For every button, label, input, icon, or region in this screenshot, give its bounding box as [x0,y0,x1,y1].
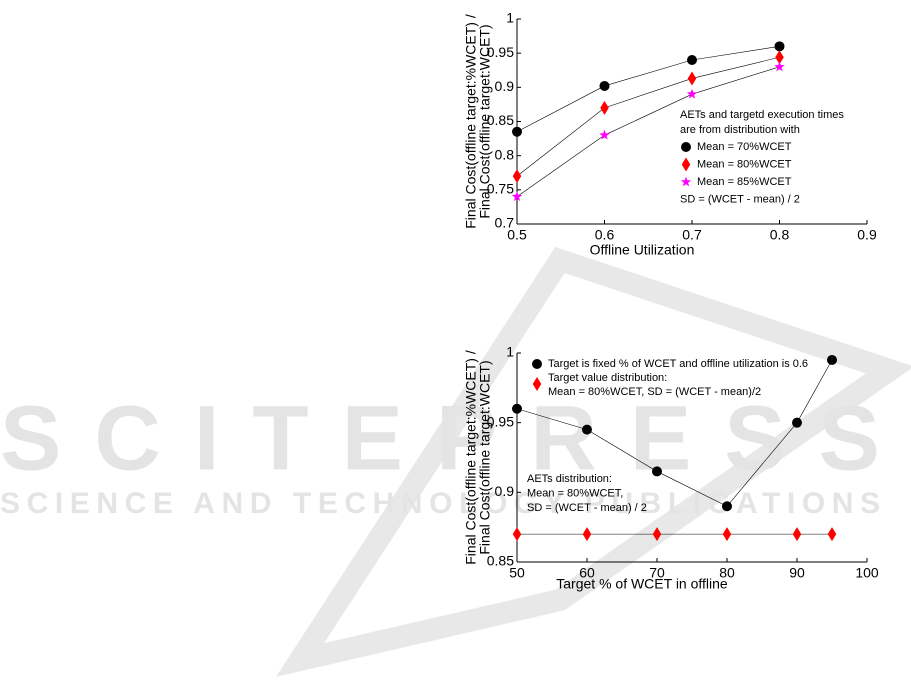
marker [827,354,837,365]
legend-marker [681,142,691,152]
marker [599,80,610,91]
y-tick-label: 1 [506,344,514,360]
marker [652,466,662,477]
y-tick-label: 1 [506,10,514,26]
x-tick-label: 50 [509,565,525,581]
watermark-title: SCITEPRESS [0,387,880,489]
marker [512,126,522,137]
legend-footer: SD = (WCET - mean) / 2 [680,193,800,205]
y-tick-label: 0.7 [495,215,515,231]
legend-label: Mean = 85%WCET [697,176,792,188]
y-tick-label: 0.95 [487,44,514,60]
y-tick-label: 0.9 [495,483,515,499]
y-axis-label: Final Cost(offline target:%WCET) / [463,14,479,229]
annotation: Mean = 80%WCET, [527,487,623,499]
y-tick-label: 0.85 [487,553,514,569]
marker [582,527,592,542]
legend-header: are from distribution with [680,124,800,136]
y-tick-label: 0.95 [487,413,514,429]
marker [512,169,522,184]
legend-label: Mean = 80%WCET, SD = (WCET - mean)/2 [548,386,761,398]
marker [722,501,732,512]
watermark-shape [275,246,911,677]
marker [792,417,802,428]
x-tick-label: 80 [719,565,735,581]
x-tick-label: 100 [855,565,879,581]
y-axis-label: Final Cost(offline target:WCET) [477,24,493,218]
annotation: SD = (WCET - mean) / 2 [527,502,647,514]
y-axis-label: Final Cost(offline target:%WCET) / [463,350,479,565]
y-axis-label: Final Cost(offline target:WCET) [477,360,493,554]
series-line [516,359,833,507]
x-tick-label: 70 [649,565,665,581]
legend-marker [681,157,691,172]
y-tick-label: 0.9 [495,78,515,94]
x-axis-label: Target % of WCET in offline [556,576,728,592]
legend-label: Mean = 80%WCET [697,158,792,170]
marker [774,61,785,72]
series-line [516,56,780,177]
marker [722,527,732,542]
x-tick-label: 0.8 [770,227,790,243]
marker [511,191,523,202]
series-line [516,66,780,197]
x-tick-label: 0.9 [857,227,877,243]
marker [600,100,609,115]
marker [774,41,785,52]
marker [582,424,592,435]
legend-marker [532,377,542,391]
marker [687,55,697,65]
marker [512,403,522,414]
legend-label: Target is fixed % of WCET and offline ut… [548,358,808,370]
marker [512,527,522,542]
x-axis-label: Offline Utilization [590,242,695,258]
marker [792,527,802,542]
marker [686,88,698,99]
x-tick-label: 90 [789,565,805,581]
watermark-subtitle: SCIENCE AND TECHNOLOGY PUBLICATIONS [0,487,880,520]
y-tick-label: 0.85 [487,112,514,128]
y-tick-label: 0.8 [495,146,515,162]
marker [599,129,610,140]
y-tick-label: 0.75 [487,181,514,197]
legend-label: Mean = 70%WCET [697,141,792,153]
legend-marker [532,359,542,369]
legend-header: AETs and targetd execution times [680,109,844,121]
marker [827,527,837,542]
marker [652,527,662,542]
x-tick-label: 0.5 [507,227,527,243]
x-tick-label: 60 [579,565,595,581]
legend-marker [680,176,692,187]
marker [775,50,784,65]
annotation: AETs distribution: [527,473,612,485]
x-tick-label: 0.6 [595,227,615,243]
series-line [516,46,780,133]
legend-label: Target value distribution: [548,372,667,384]
marker [687,71,697,86]
x-tick-label: 0.7 [682,227,702,243]
